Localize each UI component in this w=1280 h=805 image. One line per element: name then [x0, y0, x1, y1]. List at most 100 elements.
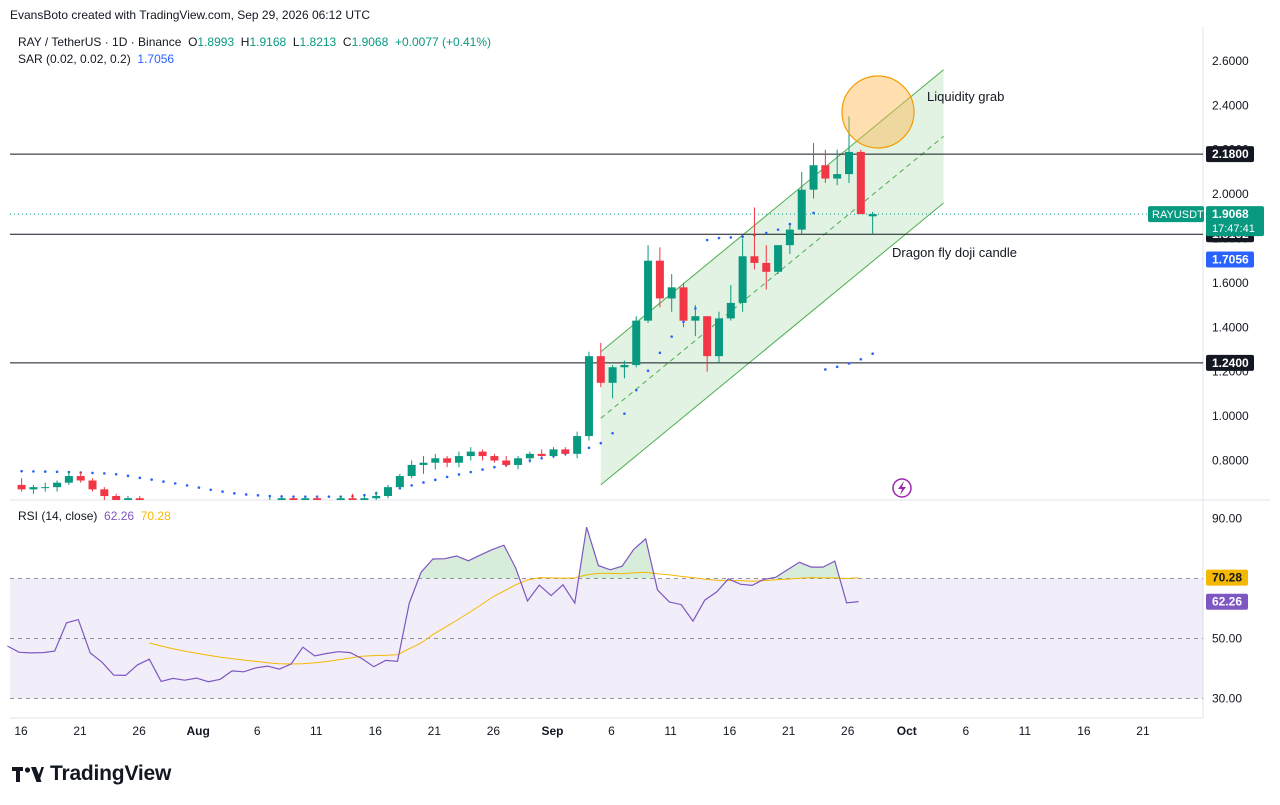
- candle[interactable]: [644, 245, 653, 323]
- candle[interactable]: [667, 274, 676, 312]
- candle[interactable]: [785, 225, 794, 255]
- candle[interactable]: [584, 351, 593, 441]
- tradingview-brand[interactable]: TradingView: [12, 762, 171, 786]
- candle[interactable]: [691, 305, 700, 337]
- candle[interactable]: [454, 451, 463, 468]
- candle[interactable]: [313, 496, 322, 505]
- candle[interactable]: [123, 496, 132, 505]
- lightning-icon[interactable]: [892, 478, 912, 498]
- sar-dot: [835, 365, 839, 369]
- candle[interactable]: [41, 482, 50, 492]
- candle[interactable]: [384, 484, 393, 499]
- level-tag-0[interactable]: 2.1800: [1206, 146, 1254, 163]
- candle[interactable]: [395, 473, 404, 490]
- channel-upper-line[interactable]: [600, 69, 944, 353]
- candle[interactable]: [171, 503, 179, 512]
- candle-body: [774, 245, 783, 272]
- candle[interactable]: [29, 484, 38, 494]
- candle[interactable]: [726, 285, 735, 321]
- candle[interactable]: [762, 245, 771, 290]
- candle[interactable]: [88, 478, 97, 492]
- doji-candle-label[interactable]: Dragon fly doji candle: [892, 245, 1017, 260]
- candle[interactable]: [596, 342, 605, 388]
- candle[interactable]: [549, 447, 558, 459]
- candle[interactable]: [502, 456, 511, 468]
- candle[interactable]: [868, 211, 877, 235]
- candle-body: [29, 487, 38, 490]
- candle[interactable]: [195, 503, 203, 512]
- candle[interactable]: [655, 247, 664, 308]
- candle[interactable]: [514, 456, 523, 470]
- symbol-title[interactable]: RAY / TetherUS · 1D · Binance: [18, 35, 182, 49]
- change-value: +0.0077 (+0.41%): [394, 35, 492, 49]
- candle[interactable]: [419, 456, 428, 474]
- candle[interactable]: [336, 496, 345, 507]
- candle[interactable]: [135, 496, 144, 505]
- candle[interactable]: [525, 451, 534, 463]
- channel-lower-line[interactable]: [600, 202, 944, 486]
- candle[interactable]: [573, 431, 582, 459]
- candle[interactable]: [431, 453, 440, 470]
- candle[interactable]: [797, 171, 806, 235]
- sar-legend[interactable]: SAR (0.02, 0.02, 0.2) 1.7056: [18, 52, 174, 66]
- rsi-value-tag[interactable]: 62.26: [1206, 593, 1248, 610]
- candle[interactable]: [738, 238, 747, 312]
- candle[interactable]: [207, 507, 215, 516]
- candle[interactable]: [466, 447, 475, 461]
- candle[interactable]: [100, 487, 109, 500]
- candle[interactable]: [750, 207, 759, 270]
- candle[interactable]: [821, 149, 830, 183]
- candle[interactable]: [714, 311, 723, 363]
- candle[interactable]: [53, 480, 62, 492]
- candle[interactable]: [64, 471, 73, 485]
- candle[interactable]: [289, 496, 298, 503]
- candle[interactable]: [266, 496, 274, 507]
- liquidity-grab-circle[interactable]: [841, 75, 915, 149]
- last-price-tag[interactable]: 1.9068 17:47:41: [1206, 206, 1264, 237]
- candle[interactable]: [301, 496, 310, 505]
- candle[interactable]: [608, 365, 617, 399]
- candle[interactable]: [242, 512, 250, 519]
- candle[interactable]: [478, 449, 487, 461]
- candle[interactable]: [490, 453, 499, 463]
- liquidity-grab-label[interactable]: Liquidity grab: [927, 89, 1004, 104]
- candle-body: [76, 476, 85, 481]
- candle[interactable]: [833, 149, 842, 186]
- level-tag-2[interactable]: 1.2400: [1206, 354, 1254, 371]
- candle[interactable]: [537, 449, 546, 459]
- candle[interactable]: [17, 478, 26, 492]
- candle[interactable]: [703, 316, 712, 372]
- candle[interactable]: [230, 509, 238, 518]
- candle[interactable]: [407, 460, 416, 479]
- rsi-legend[interactable]: RSI (14, close) 62.26 70.28: [18, 509, 171, 523]
- sar-price-tag[interactable]: 1.7056: [1206, 251, 1254, 268]
- candle[interactable]: [348, 493, 357, 503]
- candle[interactable]: [443, 456, 452, 468]
- candle[interactable]: [148, 500, 156, 509]
- candle[interactable]: [277, 496, 286, 505]
- candle[interactable]: [856, 149, 865, 215]
- candle[interactable]: [76, 471, 85, 483]
- rsi-ma-line[interactable]: [149, 571, 859, 665]
- candle[interactable]: [360, 496, 369, 505]
- candle[interactable]: [561, 447, 570, 457]
- rsi-line[interactable]: [7, 527, 859, 683]
- candle[interactable]: [219, 509, 227, 518]
- candle[interactable]: [183, 500, 191, 509]
- candle[interactable]: [325, 500, 333, 507]
- sar-dot: [150, 478, 153, 481]
- candle[interactable]: [620, 360, 629, 379]
- symbol-tag[interactable]: RAYUSDT: [1148, 206, 1204, 223]
- time-tick-5: 11: [310, 724, 323, 738]
- candle[interactable]: [774, 245, 783, 275]
- candle[interactable]: [372, 491, 381, 501]
- sar-dot: [611, 431, 614, 435]
- rsi-ma-tag[interactable]: 70.28: [1206, 569, 1248, 586]
- candle[interactable]: [112, 493, 121, 503]
- candle[interactable]: [254, 500, 262, 516]
- candle[interactable]: [679, 282, 688, 328]
- candle[interactable]: [845, 116, 853, 183]
- candle[interactable]: [809, 143, 818, 199]
- candle[interactable]: [632, 316, 641, 368]
